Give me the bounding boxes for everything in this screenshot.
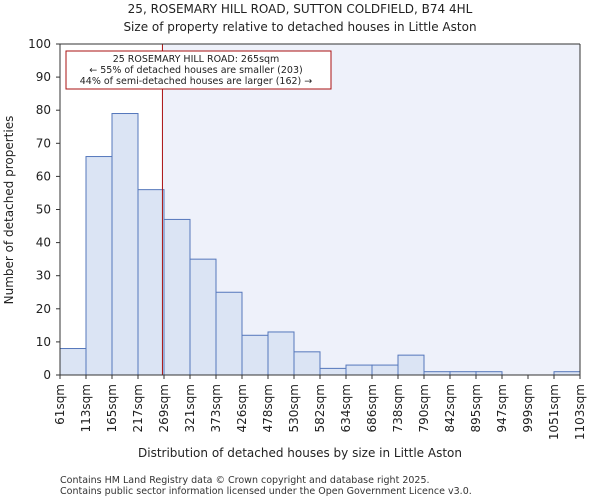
- attribution-footer: Contains HM Land Registry data © Crown c…: [60, 475, 472, 497]
- bar-530sqm: [293, 351, 321, 376]
- chart-title: 25, ROSEMARY HILL ROAD, SUTTON COLDFIELD…: [128, 2, 473, 16]
- x-tick-label-895sqm: 895sqm: [469, 384, 483, 432]
- x-tick-label-947sqm: 947sqm: [495, 384, 509, 432]
- bar-217sqm: [137, 189, 165, 376]
- x-tick-label-478sqm: 478sqm: [261, 384, 275, 432]
- y-tick-label-70: 70: [36, 136, 51, 150]
- bar-373sqm: [215, 291, 243, 376]
- bar-269sqm: [163, 218, 191, 376]
- chart-subtitle: Size of property relative to detached ho…: [123, 20, 476, 34]
- y-tick-label-20: 20: [36, 302, 51, 316]
- bar-582sqm: [319, 367, 347, 376]
- x-tick-label-634sqm: 634sqm: [339, 384, 353, 432]
- x-tick-label-790sqm: 790sqm: [417, 384, 431, 432]
- y-tick-label-60: 60: [36, 169, 51, 183]
- x-tick-label-530sqm: 530sqm: [287, 384, 301, 432]
- bars-group: [59, 113, 581, 376]
- bar-634sqm: [345, 364, 373, 376]
- x-tick-label-373sqm: 373sqm: [209, 384, 223, 432]
- annotation-line-2: ← 55% of detached houses are smaller (20…: [89, 65, 302, 76]
- x-tick-label-1103sqm: 1103sqm: [573, 384, 587, 440]
- attribution-line-1: Contains HM Land Registry data © Crown c…: [60, 475, 430, 486]
- x-tick-label-269sqm: 269sqm: [157, 384, 171, 432]
- x-tick-label-1051sqm: 1051sqm: [547, 384, 561, 440]
- x-tick-label-165sqm: 165sqm: [105, 384, 119, 432]
- bar-738sqm: [397, 354, 425, 376]
- x-tick-label-217sqm: 217sqm: [131, 384, 145, 432]
- annotation-line-3: 44% of semi-detached houses are larger (…: [80, 76, 313, 87]
- y-tick-label-30: 30: [36, 269, 51, 283]
- y-tick-label-100: 100: [28, 37, 51, 51]
- y-tick-label-90: 90: [36, 70, 51, 84]
- bar-113sqm: [85, 156, 113, 376]
- annotation-border: [65, 50, 332, 90]
- attribution-line-2: Contains public sector information licen…: [60, 486, 472, 497]
- x-tick-label-582sqm: 582sqm: [313, 384, 327, 432]
- x-tick-label-321sqm: 321sqm: [183, 384, 197, 432]
- x-tick-label-738sqm: 738sqm: [391, 384, 405, 432]
- x-ticks: 61sqm 113sqm 165sqm 217sqm 269sqm 321sqm 373sq…: [53, 375, 587, 440]
- x-tick-label-842sqm: 842sqm: [443, 384, 457, 432]
- y-ticks: 0 10 20 30 40 50 60 70 80 90 100: [28, 37, 60, 382]
- annotation-line-1: 25 ROSEMARY HILL ROAD: 265sqm: [113, 54, 280, 65]
- bar-478sqm: [267, 331, 295, 376]
- y-tick-label-10: 10: [36, 335, 51, 349]
- x-tick-label-113sqm: 113sqm: [79, 384, 93, 432]
- y-tick-label-40: 40: [36, 236, 51, 250]
- y-axis-label: Number of detached properties: [2, 116, 16, 305]
- x-tick-label-426sqm: 426sqm: [235, 384, 249, 432]
- annotation-box: 25 ROSEMARY HILL ROAD: 265sqm ← 55% of d…: [65, 50, 332, 90]
- x-tick-label-686sqm: 686sqm: [365, 384, 379, 432]
- x-axis-label: Distribution of detached houses by size …: [138, 446, 462, 460]
- x-tick-label-61sqm: 61sqm: [53, 384, 67, 425]
- bar-165sqm: [111, 113, 139, 376]
- bar-426sqm: [241, 334, 269, 376]
- y-tick-label-50: 50: [36, 203, 51, 217]
- x-tick-label-999sqm: 999sqm: [521, 384, 535, 432]
- bar-321sqm: [189, 258, 217, 376]
- bar-686sqm: [371, 364, 399, 376]
- y-tick-label-80: 80: [36, 103, 51, 117]
- y-tick-label-0: 0: [43, 368, 51, 382]
- bar-61sqm: [59, 348, 87, 376]
